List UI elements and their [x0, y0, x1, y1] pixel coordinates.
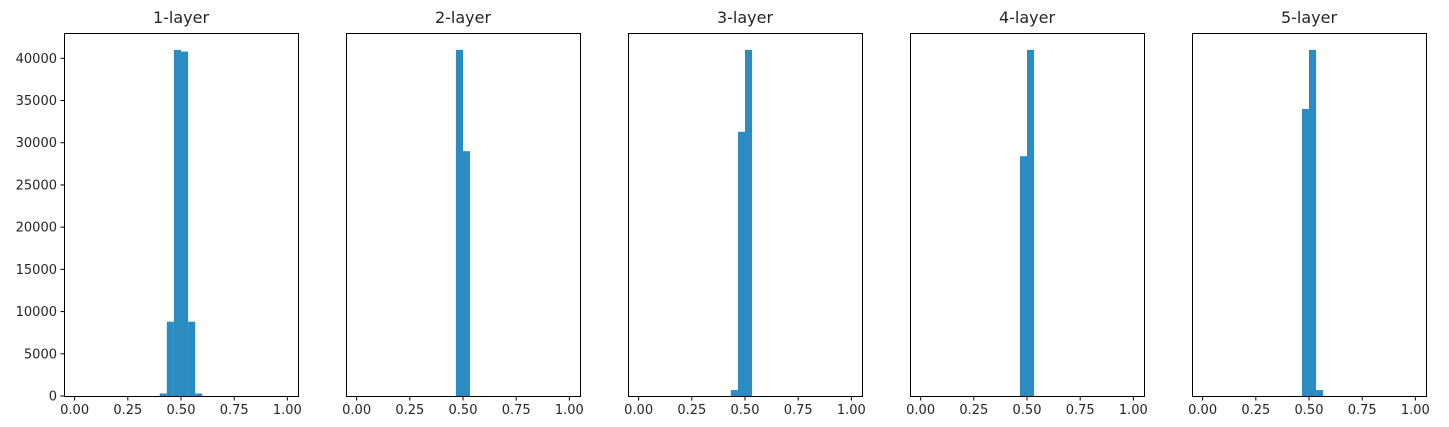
x-tick-label: 0.00 [60, 403, 89, 418]
x-tick-label: 0.00 [342, 403, 371, 418]
y-tick-label: 35000 [16, 94, 57, 109]
x-tick-label: 0.25 [959, 403, 988, 418]
y-tick-label: 40000 [16, 52, 57, 67]
panel-title: 5-layer [1281, 8, 1338, 27]
x-tick-label: 0.25 [395, 403, 424, 418]
x-tick-label: 1.00 [1119, 403, 1148, 418]
histogram-bar [159, 393, 167, 396]
histogram-bar [730, 390, 738, 396]
panel-title: 4-layer [999, 8, 1056, 27]
x-tick-label: 0.00 [1188, 403, 1217, 418]
panel-title: 3-layer [717, 8, 774, 27]
histogram-bar [173, 49, 181, 396]
x-tick-label: 0.25 [1241, 403, 1270, 418]
x-tick-label: 0.75 [1348, 403, 1377, 418]
panel-title: 1-layer [153, 8, 210, 27]
histogram-bar [166, 321, 174, 396]
panel-5: 0.00 0.25 0.50 0.75 1.00 5-layer [1188, 8, 1430, 418]
y-tick-label: 0 [49, 390, 57, 405]
x-tick-label: 0.50 [731, 403, 760, 418]
x-tick-label: 1.00 [273, 403, 302, 418]
panel-title: 2-layer [435, 8, 492, 27]
x-tick-label: 0.75 [502, 403, 531, 418]
x-tick-label: 0.50 [1013, 403, 1042, 418]
x-tick-label: 0.75 [784, 403, 813, 418]
x-tick-label: 0.50 [449, 403, 478, 418]
x-tick-label: 0.75 [1066, 403, 1095, 418]
y-tick-label: 25000 [16, 178, 57, 193]
histogram-bar [1027, 49, 1035, 396]
x-tick-label: 0.25 [677, 403, 706, 418]
y-tick-label: 10000 [16, 305, 57, 320]
x-tick-label: 0.00 [906, 403, 935, 418]
panel-1: 0.00 0.25 0.50 0.75 1.00 0 5000 10000 15000 20000… [16, 8, 302, 418]
x-tick-label: 0.50 [1295, 403, 1324, 418]
y-tick-label: 15000 [16, 263, 57, 278]
histogram-bar [1019, 156, 1027, 396]
x-tick-label: 1.00 [837, 403, 866, 418]
histogram-bar [745, 49, 753, 396]
x-tick-label: 1.00 [1401, 403, 1430, 418]
histogram-bar [455, 49, 463, 396]
histogram-bar [737, 131, 745, 396]
x-tick-label: 0.50 [167, 403, 196, 418]
histogram-bar [1309, 49, 1317, 396]
histogram-bar [188, 321, 196, 396]
panel-4: 0.00 0.25 0.50 0.75 1.00 4-layer [906, 8, 1148, 418]
panel-2: 0.00 0.25 0.50 0.75 1.00 2-layer [342, 8, 584, 418]
x-tick-label: 0.25 [113, 403, 142, 418]
x-tick-label: 0.75 [220, 403, 249, 418]
histogram-bar [181, 51, 189, 396]
y-tick-label: 30000 [16, 136, 57, 151]
y-tick-label: 20000 [16, 221, 57, 236]
histogram-bar [463, 151, 471, 396]
panel-3: 0.00 0.25 0.50 0.75 1.00 3-layer [624, 8, 866, 418]
x-tick-label: 0.00 [624, 403, 653, 418]
histogram-bar [1301, 108, 1309, 396]
y-tick-label: 5000 [24, 347, 57, 362]
x-tick-label: 1.00 [555, 403, 584, 418]
histogram-bar [195, 393, 203, 396]
histogram-bar [1316, 390, 1324, 396]
